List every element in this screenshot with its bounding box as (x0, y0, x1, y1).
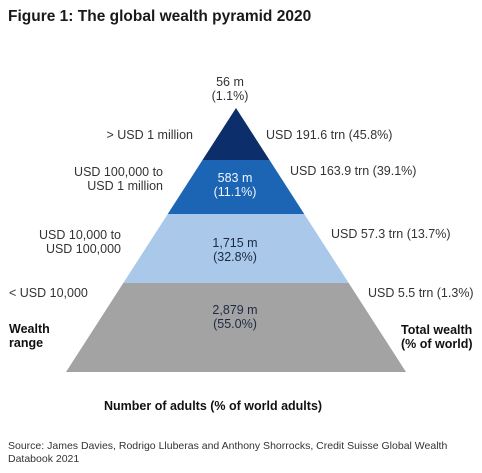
total-wealth-axis-label: Total wealth (% of world) (401, 323, 473, 351)
tier-base-adults-label: 2,879 m (55.0%) (195, 303, 275, 331)
tier-lower-middle-range-label: USD 10,000 to USD 100,000 (0, 228, 121, 256)
tier-top-wealth-label: USD 191.6 trn (45.8%) (266, 128, 393, 142)
tier-top-adults-label: 56 m (1.1%) (200, 75, 260, 103)
tier-upper-middle-range-label: USD 100,000 to USD 1 million (30, 165, 163, 193)
tier-upper-middle-adults-count: 583 m (217, 171, 253, 185)
source-line-1: Source: James Davies, Rodrigo Lluberas a… (8, 440, 448, 452)
source-line-2: Databook 2021 (8, 453, 80, 465)
adults-axis-label: Number of adults (% of world adults) (104, 399, 323, 413)
tier-top-adults-share: (1.1%) (211, 89, 249, 103)
pyramid-tier-lower-middle (123, 214, 349, 283)
source-note: Source: James Davies, Rodrigo Lluberas a… (8, 440, 478, 466)
tier-top-adults-count: 56 m (216, 75, 244, 89)
tier-base-adults-share: (55.0%) (213, 317, 257, 331)
wealth-range-axis-label-line-2: range (9, 336, 44, 350)
tier-base-range-label: < USD 10,000 (9, 286, 88, 300)
tier-base-adults-count: 2,879 m (212, 303, 258, 317)
pyramid-tier-top (202, 108, 270, 160)
tier-upper-middle-range-line-1: USD 100,000 to (74, 165, 163, 179)
pyramid-tier-base (66, 283, 406, 372)
tier-base-wealth-label: USD 5.5 trn (1.3%) (368, 286, 474, 300)
wealth-range-axis-label: Wealth range (9, 322, 50, 350)
tier-lower-middle-adults-label: 1,715 m (32.8%) (195, 236, 275, 264)
pyramid-tier-upper-middle (167, 160, 305, 214)
tier-lower-middle-wealth-label: USD 57.3 trn (13.7%) (331, 227, 451, 241)
tier-upper-middle-adults-share: (11.1%) (213, 185, 257, 199)
tier-lower-middle-adults-share: (32.8%) (213, 250, 257, 264)
wealth-range-axis-label-line-1: Wealth (9, 322, 50, 336)
total-wealth-axis-label-line-1: Total wealth (401, 323, 473, 337)
tier-upper-middle-range-line-2: USD 1 million (87, 179, 163, 193)
tier-lower-middle-range-line-1: USD 10,000 to (39, 228, 121, 242)
figure-title: Figure 1: The global wealth pyramid 2020 (8, 8, 312, 25)
tier-lower-middle-adults-count: 1,715 m (212, 236, 258, 250)
tier-upper-middle-adults-label: 583 m (11.1%) (200, 171, 270, 199)
tier-top-range-label: > USD 1 million (106, 128, 194, 142)
tier-upper-middle-wealth-label: USD 163.9 trn (39.1%) (290, 164, 417, 178)
total-wealth-axis-label-line-2: (% of world) (401, 337, 473, 351)
tier-lower-middle-range-line-2: USD 100,000 (45, 242, 121, 256)
